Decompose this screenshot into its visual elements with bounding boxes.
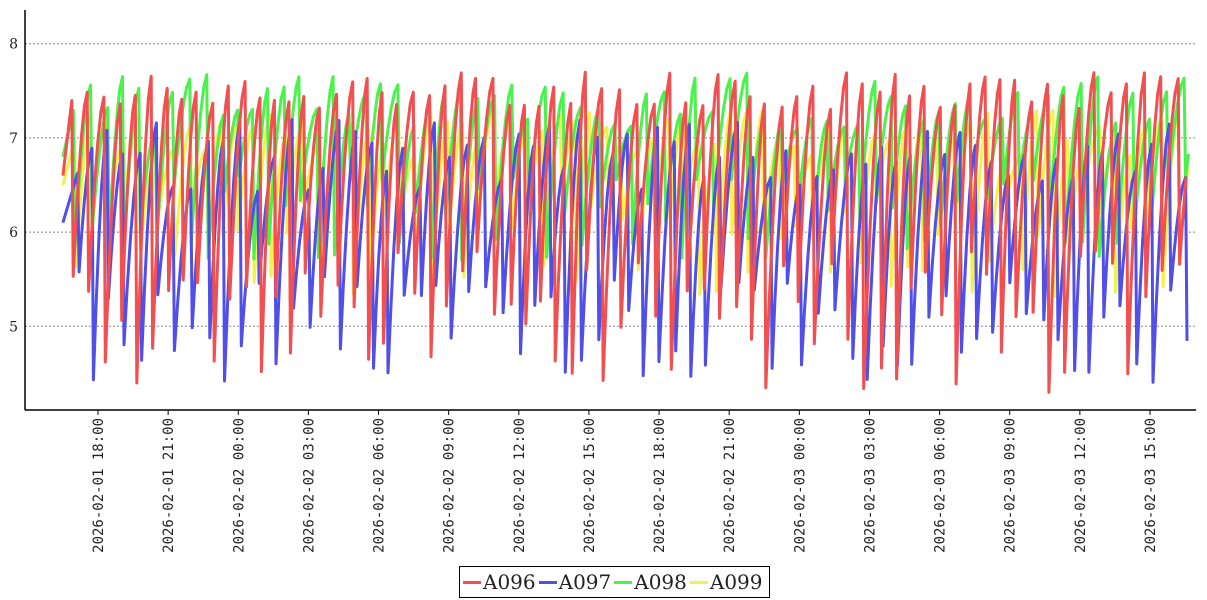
y-tick-label: 7: [9, 131, 18, 147]
y-tick-label: 5: [9, 319, 18, 335]
legend: A096 A097 A098 A099: [459, 566, 770, 598]
legend-item-a099: A099: [689, 570, 763, 594]
x-tick-label: 2026-02-03 03:00: [862, 418, 878, 553]
legend-item-a096: A096: [463, 570, 536, 594]
legend-swatch: [538, 580, 557, 584]
legend-label: A098: [634, 570, 687, 594]
y-tick-label: 8: [9, 37, 18, 53]
legend-label: A096: [483, 570, 536, 594]
series-layer: [61, 70, 1190, 394]
x-tick-label: 2026-02-02 00:00: [231, 418, 247, 553]
legend-label: A099: [709, 570, 763, 594]
legend-swatch: [614, 580, 633, 584]
axes-layer: [24, 10, 1196, 411]
x-tick-label: 2026-02-02 18:00: [652, 418, 668, 553]
x-tick-label: 2026-02-02 06:00: [372, 418, 388, 553]
legend-item-a097: A097: [538, 570, 612, 594]
x-tick-label: 2026-02-02 15:00: [582, 418, 598, 553]
y-tick-label: 6: [9, 225, 18, 241]
x-tick-label: 2026-02-02 12:00: [512, 418, 528, 553]
x-tick-label: 2026-02-03 09:00: [1003, 418, 1019, 553]
legend-label: A097: [558, 570, 612, 594]
x-tick-label: 2026-02-03 00:00: [792, 418, 808, 553]
x-tick-labels: 2026-02-01 18:00 2026-02-01 21:00 2026-02-…: [91, 410, 1159, 553]
x-tick-label: 2026-02-03 15:00: [1143, 418, 1159, 553]
x-tick-label: 2026-02-02 09:00: [442, 418, 458, 553]
legend-swatch: [463, 580, 481, 584]
series-line-a096: [61, 70, 1188, 394]
y-tick-labels: 5 6 7 8: [9, 37, 18, 336]
x-tick-label: 2026-02-01 18:00: [91, 418, 107, 553]
legend-item-a098: A098: [614, 570, 687, 594]
x-tick-label: 2026-02-03 12:00: [1073, 418, 1089, 553]
x-tick-label: 2026-02-03 06:00: [933, 418, 949, 553]
legend-swatch: [689, 580, 708, 584]
x-tick-label: 2026-02-01 21:00: [161, 418, 177, 553]
x-tick-label: 2026-02-02 03:00: [301, 418, 317, 553]
x-tick-label: 2026-02-02 21:00: [722, 418, 738, 553]
